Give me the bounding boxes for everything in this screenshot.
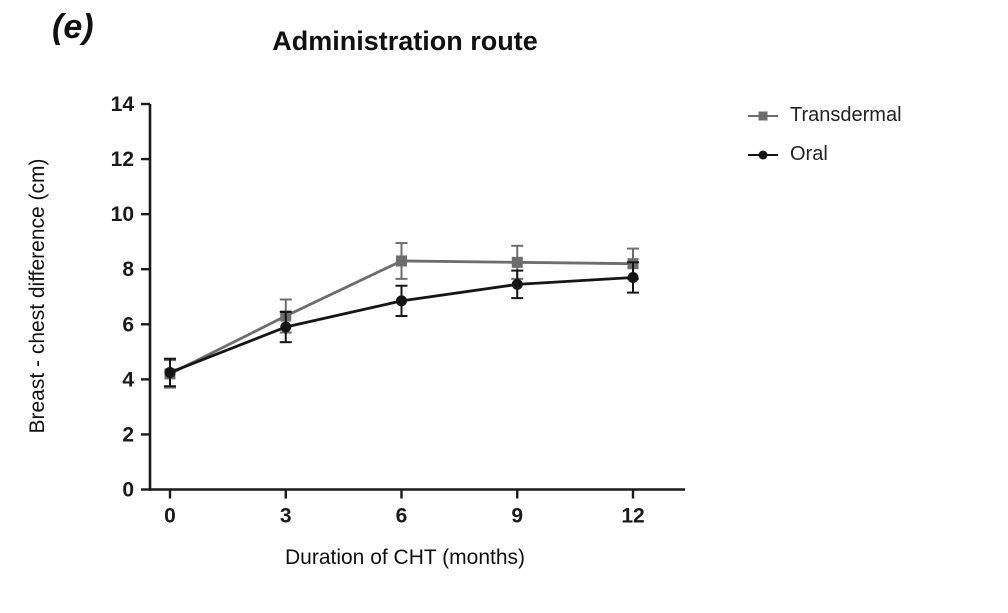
x-tick-label: 3 [280, 505, 292, 528]
y-axis-label: Breast - chest difference (cm) [26, 158, 49, 434]
y-tick-label: 8 [122, 258, 134, 281]
circle-marker [164, 366, 176, 378]
y-tick-label: 2 [122, 423, 134, 446]
legend-label-transdermal: Transdermal [790, 104, 902, 126]
x-tick-label: 12 [621, 505, 644, 528]
square-marker [511, 256, 523, 268]
panel-label: (e) [52, 8, 94, 46]
legend-label-oral: Oral [790, 143, 828, 165]
y-tick-label: 14 [111, 93, 135, 116]
y-tick-label: 10 [111, 203, 134, 226]
y-tick-label: 4 [122, 368, 134, 391]
x-tick-label: 9 [511, 505, 523, 528]
y-tick-label: 0 [122, 479, 134, 502]
x-tick-label: 6 [396, 505, 408, 528]
x-axis-label: Duration of CHT (months) [284, 546, 526, 569]
legend-square-shape [758, 111, 768, 120]
circle-marker [280, 321, 292, 333]
circle-marker [396, 295, 407, 307]
x-tick-label: 0 [164, 505, 176, 528]
circle-marker-icon [748, 149, 778, 161]
square-marker [396, 255, 407, 267]
legend-item-transdermal: Transdermal [748, 104, 902, 127]
legend-circle-shape [758, 150, 768, 159]
y-tick-label: 12 [111, 148, 134, 171]
y-tick-label: 6 [122, 313, 134, 336]
legend: Transdermal Oral [748, 104, 902, 166]
legend-item-oral: Oral [748, 143, 902, 166]
circle-marker [627, 271, 639, 283]
circle-marker [511, 278, 523, 290]
chart-title: Administration route [272, 26, 538, 56]
square-marker-icon [748, 110, 778, 122]
